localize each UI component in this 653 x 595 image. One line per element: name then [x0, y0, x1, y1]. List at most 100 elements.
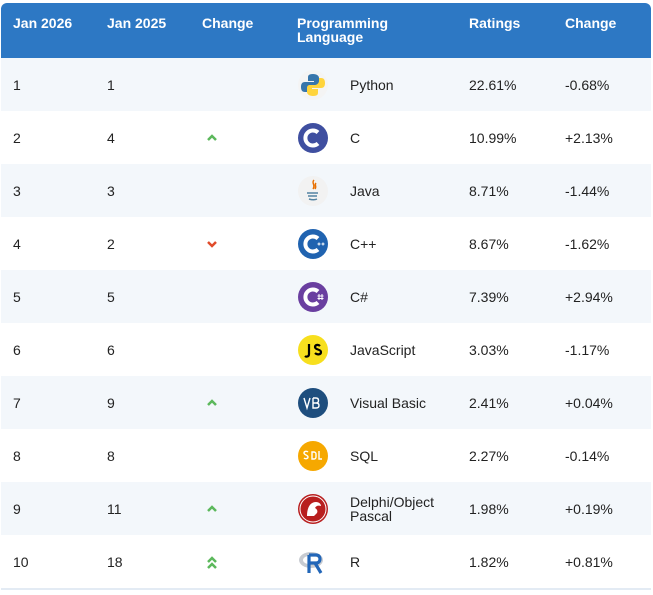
rank-2025: 11	[95, 482, 190, 535]
header-cell: Jan 2026	[1, 3, 95, 58]
language-icon	[285, 58, 338, 111]
language-name: Python	[338, 58, 457, 111]
trend-arrow	[207, 555, 217, 569]
rating-change: -1.62%	[553, 217, 651, 270]
rating: 2.41%	[457, 376, 553, 429]
trend-arrow	[207, 398, 217, 406]
language-name: C	[338, 111, 457, 164]
table-row: 3 3 Java 8.71% -1.44%	[1, 164, 651, 217]
rank-2025: 2	[95, 217, 190, 270]
language-icon	[285, 164, 338, 217]
rating-change: -0.14%	[553, 429, 651, 482]
language-name: Visual Basic	[338, 376, 457, 429]
change-arrow	[190, 164, 285, 217]
change-arrow	[190, 429, 285, 482]
rank-2026: 5	[1, 270, 95, 323]
change-arrow	[190, 376, 285, 429]
rank-2026: 7	[1, 376, 95, 429]
language-name: SQL	[338, 429, 457, 482]
logo	[298, 175, 328, 206]
rank-2026: 2	[1, 111, 95, 164]
change-arrow	[190, 58, 285, 111]
language-icon	[285, 482, 338, 535]
rating-change: +0.04%	[553, 376, 651, 429]
logo	[298, 69, 328, 100]
rank-2026: 8	[1, 429, 95, 482]
language-icon	[285, 429, 338, 482]
table-row: 1 1 Python 22.61% -0.68%	[1, 58, 651, 111]
language-name: Delphi/Object Pascal	[338, 482, 457, 535]
rank-2025: 9	[95, 376, 190, 429]
rank-2025: 18	[95, 535, 190, 588]
rating-change: +0.81%	[553, 535, 651, 588]
header-cell: Programming Language	[285, 3, 457, 58]
rank-2025: 1	[95, 58, 190, 111]
table-row: 7 9 Visual Basic 2.41% +0.04%	[1, 376, 651, 429]
change-arrow	[190, 323, 285, 376]
change-arrow	[190, 217, 285, 270]
table-row: 4 2 C++ 8.67% -1.62%	[1, 217, 651, 270]
rank-2025: 3	[95, 164, 190, 217]
header-cell: Jan 2025	[95, 3, 190, 58]
table-row: 5 5 C# 7.39% +2.94%	[1, 270, 651, 323]
rank-2026: 3	[1, 164, 95, 217]
rating: 1.98%	[457, 482, 553, 535]
language-icon	[285, 323, 338, 376]
table-row: 8 8 SQL 2.27% -0.14%	[1, 429, 651, 482]
header-row: Jan 2026 Jan 2025 Change Programming Langua…	[1, 3, 651, 58]
logo	[299, 551, 323, 574]
logo	[298, 228, 328, 259]
trend-arrow	[207, 240, 217, 248]
trend-arrow	[207, 133, 217, 141]
logo	[298, 387, 328, 418]
change-arrow	[190, 535, 285, 588]
rank-2026: 4	[1, 217, 95, 270]
rank-2025: 6	[95, 323, 190, 376]
rank-2026: 1	[1, 58, 95, 111]
rating-change: +2.94%	[553, 270, 651, 323]
rank-2025: 4	[95, 111, 190, 164]
logo	[298, 440, 328, 471]
logo	[298, 281, 328, 312]
ranking-table: Jan 2026 Jan 2025 Change Programming Langua…	[1, 3, 651, 588]
page: Jan 2026 Jan 2025 Change Programming Langua…	[1, 3, 651, 590]
logo	[298, 334, 328, 365]
rank-2025: 5	[95, 270, 190, 323]
rating: 8.71%	[457, 164, 553, 217]
rating: 22.61%	[457, 58, 553, 111]
rating-change: -1.17%	[553, 323, 651, 376]
trend-arrow	[207, 504, 217, 512]
language-name: Java	[338, 164, 457, 217]
change-arrow	[190, 482, 285, 535]
language-name: C++	[338, 217, 457, 270]
language-name: JavaScript	[338, 323, 457, 376]
rating: 7.39%	[457, 270, 553, 323]
logo	[298, 493, 328, 524]
language-name: C#	[338, 270, 457, 323]
rating-change: -0.68%	[553, 58, 651, 111]
rating: 10.99%	[457, 111, 553, 164]
table-body: 1 1 Python 22.61% -0.68% 2 4 C 10.99% +2.13% 3 3 Jav…	[1, 58, 651, 588]
table-row: 9 11 Delphi/Object Pascal 1.98% +0.19%	[1, 482, 651, 535]
language-name: R	[338, 535, 457, 588]
language-icon	[285, 376, 338, 429]
header-cell: Ratings	[457, 3, 553, 58]
rating-change: +2.13%	[553, 111, 651, 164]
language-icon	[285, 111, 338, 164]
header-cell: Change	[190, 3, 285, 58]
rating: 3.03%	[457, 323, 553, 376]
rank-2026: 9	[1, 482, 95, 535]
header-cell: Change	[553, 3, 651, 58]
rating: 1.82%	[457, 535, 553, 588]
table-row: 6 6 JavaScript 3.03% -1.17%	[1, 323, 651, 376]
rank-2026: 6	[1, 323, 95, 376]
logo	[298, 122, 328, 153]
change-arrow	[190, 111, 285, 164]
table-row: 10 18 R 1.82% +0.81%	[1, 535, 651, 588]
rating-change: +0.19%	[553, 482, 651, 535]
change-arrow	[190, 270, 285, 323]
table-row: 2 4 C 10.99% +2.13%	[1, 111, 651, 164]
rank-2026: 10	[1, 535, 95, 588]
language-icon	[285, 535, 338, 588]
language-icon	[285, 270, 338, 323]
